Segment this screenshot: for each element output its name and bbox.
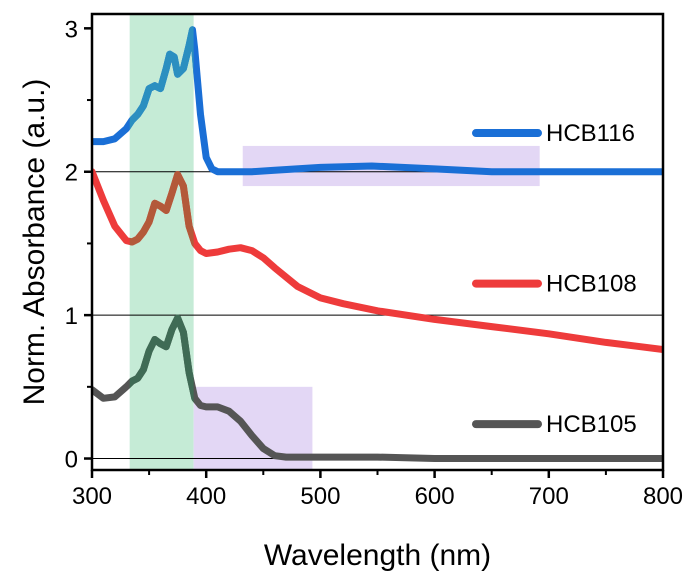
series-lines [92,26,663,462]
x-tick-label-600: 600 [415,483,455,510]
series-line-overlap-hcb108 [129,171,194,248]
y-tick-label-2: 2 [65,160,78,187]
x-axis-title: Wavelength (nm) [264,539,491,572]
y-tick-label-0: 0 [65,447,78,474]
series-line-overlap-hcb105 [129,314,194,403]
legend: HCB116 HCB108 HCB105 [472,120,637,438]
legend-label-hcb116: HCB116 [546,120,635,147]
series-line-overlap-hcb116 [129,26,194,130]
x-tick-label-500: 500 [300,483,340,510]
x-tick-label-400: 400 [186,483,226,510]
y-tick-label-1: 1 [65,303,78,330]
axis-ticks [84,27,665,478]
y-axis-title: Norm. Absorbance (a.u.) [18,79,51,406]
legend-label-hcb108: HCB108 [546,271,637,298]
x-tick-label-700: 700 [529,483,569,510]
legend-label-hcb105: HCB105 [546,411,637,438]
y-tick-label-3: 3 [65,16,78,43]
x-tick-label-300: 300 [72,483,112,510]
tick-labels: 300 400 500 600 700 800 0 1 2 3 [65,16,683,510]
x-tick-label-800: 800 [643,483,683,510]
